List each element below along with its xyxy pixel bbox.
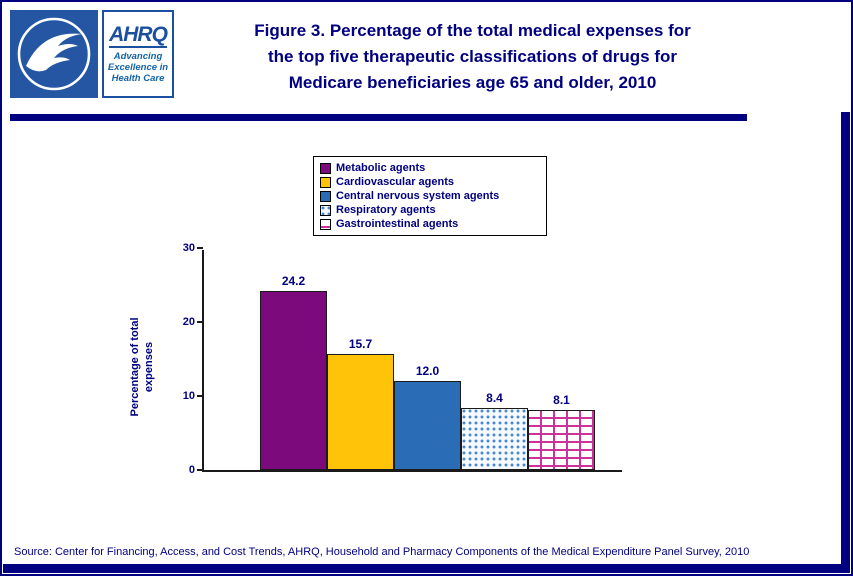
header: AHRQ Advancing Excellence in Health Care… [2, 2, 851, 98]
bar-0: 24.2 [260, 274, 327, 470]
bar-3: 8.4 [461, 391, 528, 470]
right-edge-rule [841, 112, 850, 573]
legend-label: Gastrointestinal agents [336, 218, 459, 230]
legend-label: Cardiovascular agents [336, 176, 454, 188]
legend-item-gastrointestinal: Gastrointestinal agents [320, 217, 538, 231]
y-tick-label: 10 [182, 390, 195, 402]
hhs-logo-icon [10, 10, 98, 98]
figure-title-line: the top five therapeutic classifications… [267, 47, 677, 66]
y-axis-label-line: expenses [143, 341, 155, 393]
legend-item-central-nervous: Central nervous system agents [320, 189, 538, 203]
bar-rect-4 [528, 410, 595, 470]
ahrq-tagline-line: Excellence in [107, 62, 169, 73]
figure-title-line: Medicare beneficiaries age 65 and older,… [288, 73, 657, 92]
bars-group: 24.2 15.7 12.0 8.4 8.1 [260, 274, 595, 470]
ahrq-logo-tagline: Advancing Excellence in Health Care [108, 51, 168, 84]
y-tick-mark [197, 469, 203, 471]
legend-swatch-metabolic [320, 162, 331, 174]
figure-title: Figure 3. Percentage of the total medica… [174, 10, 771, 96]
bar-value-label: 15.7 [348, 336, 373, 351]
figure-title-line: Figure 3. Percentage of the total medica… [254, 21, 691, 40]
bar-rect-3 [461, 407, 528, 470]
plot-area: 24.2 15.7 12.0 8.4 8.1 0 10 20 30 [183, 242, 622, 476]
y-tick-mark [197, 395, 203, 397]
ahrq-logo: AHRQ Advancing Excellence in Health Care [102, 10, 174, 98]
legend-label: Metabolic agents [336, 162, 426, 174]
y-axis-label-line: Percentage of total [129, 317, 141, 417]
logo-group: AHRQ Advancing Excellence in Health Care [10, 10, 174, 98]
y-tick-label: 20 [182, 316, 195, 328]
ahrq-tagline-line: Health Care [111, 73, 165, 84]
bar-rect-1 [327, 353, 394, 470]
legend-item-respiratory: Respiratory agents [320, 203, 538, 217]
y-tick-label: 0 [188, 464, 195, 476]
bar-1: 15.7 [327, 337, 394, 470]
legend-swatch-central-nervous [320, 190, 331, 202]
legend-swatch-respiratory [320, 204, 331, 216]
y-tick-label: 30 [182, 242, 195, 254]
legend-swatch-cardiovascular [320, 176, 331, 188]
y-axis-label: Percentage of total expenses [128, 292, 156, 442]
bar-value-label: 12.0 [415, 364, 440, 379]
bar-value-label: 8.4 [486, 390, 503, 405]
bar-rect-0 [260, 290, 327, 470]
legend: Metabolic agents Cardiovascular agents C… [313, 156, 547, 236]
legend-item-cardiovascular: Cardiovascular agents [320, 175, 538, 189]
bar-value-label: 8.1 [553, 393, 570, 408]
legend-label: Respiratory agents [336, 204, 436, 216]
legend-item-metabolic: Metabolic agents [320, 161, 538, 175]
bar-2: 12.0 [394, 364, 461, 470]
bar-4: 8.1 [528, 393, 595, 470]
bar-rect-2 [394, 381, 461, 470]
ahrq-logo-wordmark: AHRQ [109, 23, 168, 48]
legend-swatch-gastrointestinal [320, 218, 331, 230]
bottom-edge-rule [3, 564, 850, 573]
legend-label: Central nervous system agents [336, 190, 500, 202]
source-note: Source: Center for Financing, Access, an… [14, 546, 750, 558]
bar-value-label: 24.2 [281, 273, 306, 288]
header-divider-rule [10, 114, 747, 121]
ahrq-tagline-line: Advancing [113, 51, 163, 62]
y-tick-mark [197, 321, 203, 323]
y-tick-mark [197, 247, 203, 249]
